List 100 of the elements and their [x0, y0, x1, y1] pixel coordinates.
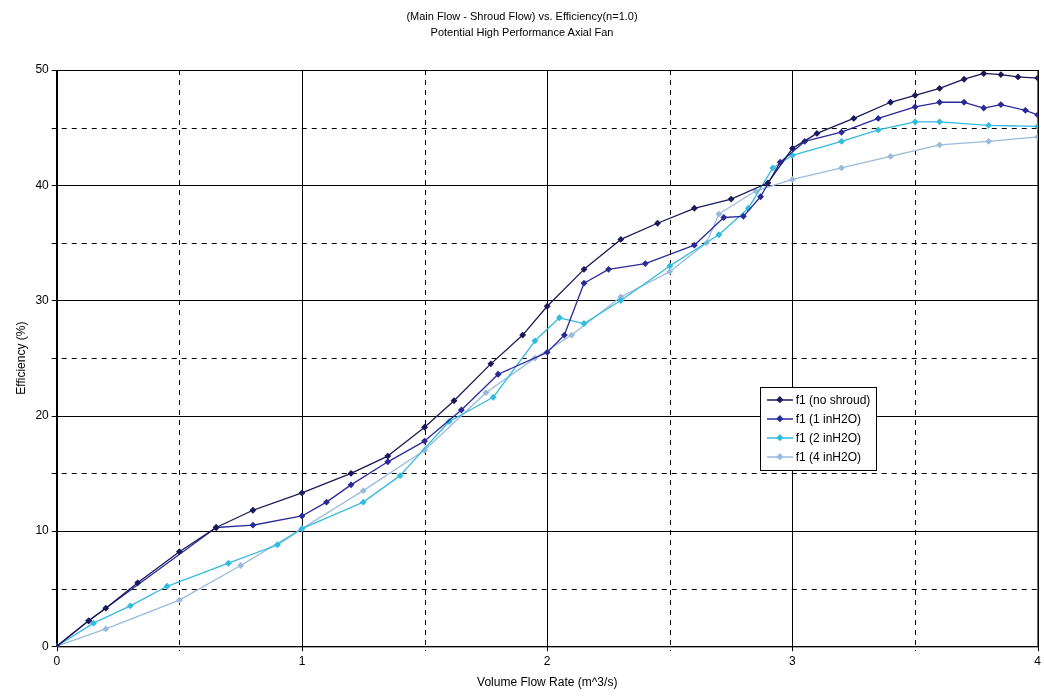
point [789, 176, 796, 183]
point [715, 210, 723, 218]
point [813, 130, 821, 137]
point [875, 115, 882, 122]
point [249, 522, 257, 529]
point [691, 205, 698, 212]
point [850, 115, 857, 122]
point [127, 602, 134, 610]
point [764, 179, 772, 187]
point [580, 280, 588, 287]
point [617, 297, 624, 304]
point [642, 260, 649, 267]
x-tick-label: 1 [298, 653, 306, 668]
point [237, 562, 244, 569]
point [298, 489, 306, 497]
point [274, 541, 281, 548]
point [936, 141, 943, 149]
x-tick-label: 2 [543, 653, 551, 668]
point [482, 389, 490, 396]
point [347, 470, 355, 477]
point [666, 268, 673, 275]
y-tick-label: 30 [35, 292, 50, 307]
point [887, 153, 894, 160]
point [691, 242, 698, 249]
point [384, 458, 391, 465]
point [176, 548, 183, 555]
point [980, 70, 987, 77]
legend-label: f1 (2 inH2O) [795, 431, 862, 446]
y-tick-label: 20 [35, 408, 50, 423]
point [769, 164, 776, 172]
point [757, 193, 764, 200]
point [617, 236, 624, 243]
point [323, 499, 330, 506]
point [225, 560, 232, 567]
point [997, 101, 1005, 108]
legend-label: f1 (no shroud) [795, 393, 871, 408]
y-tick-label: 50 [35, 62, 50, 77]
y-axis-title: Efficiency (%) [13, 321, 28, 395]
point [911, 118, 919, 126]
point [936, 85, 943, 92]
point [360, 487, 367, 494]
point [789, 152, 796, 159]
x-tick-label: 4 [1034, 653, 1042, 668]
point [134, 579, 141, 586]
legend-label: f1 (4 inH2O) [795, 450, 862, 465]
point [789, 145, 796, 152]
chart-subtitle: Potential High Performance Axial Fan [429, 25, 615, 40]
point [102, 625, 109, 633]
point [960, 76, 968, 83]
y-tick-label: 40 [35, 177, 50, 192]
point [450, 397, 458, 404]
point [396, 472, 404, 479]
point [163, 583, 171, 590]
point [654, 220, 661, 227]
x-axis-title: Volume Flow Rate (m^3/s) [477, 675, 618, 690]
point [421, 437, 428, 445]
point [936, 99, 943, 106]
point [980, 104, 987, 112]
point [605, 266, 612, 273]
point [556, 314, 563, 321]
point [90, 620, 97, 627]
point [1014, 73, 1022, 81]
point [384, 452, 391, 460]
legend-label: f1 (1 inH2O) [795, 412, 862, 427]
point [875, 126, 882, 134]
point [838, 138, 845, 145]
point [249, 507, 257, 514]
y-tick-label: 0 [42, 638, 50, 653]
point [544, 303, 551, 310]
point [544, 349, 551, 356]
point [490, 394, 497, 401]
point [102, 605, 109, 612]
point [715, 231, 723, 238]
point [887, 99, 894, 106]
point [720, 214, 727, 221]
point [727, 195, 735, 203]
point [531, 337, 539, 344]
point [985, 138, 992, 145]
point [997, 71, 1005, 78]
point [519, 331, 526, 339]
point [487, 360, 494, 368]
point [298, 512, 306, 520]
point [911, 103, 919, 111]
point [936, 118, 943, 126]
point [740, 213, 747, 220]
point [176, 596, 183, 604]
y-tick-label: 10 [35, 523, 50, 538]
point [911, 92, 919, 99]
chart-title: (Main Flow - Shroud Flow) vs. Efficiency(n=1.0) [405, 9, 639, 24]
point [495, 371, 502, 378]
point [347, 481, 355, 489]
point [421, 424, 428, 431]
x-tick-label: 0 [53, 653, 61, 668]
point [580, 266, 588, 273]
point [838, 129, 845, 136]
point [960, 99, 968, 106]
point [458, 406, 465, 414]
point [666, 262, 673, 270]
point [985, 122, 992, 129]
point [568, 331, 575, 339]
